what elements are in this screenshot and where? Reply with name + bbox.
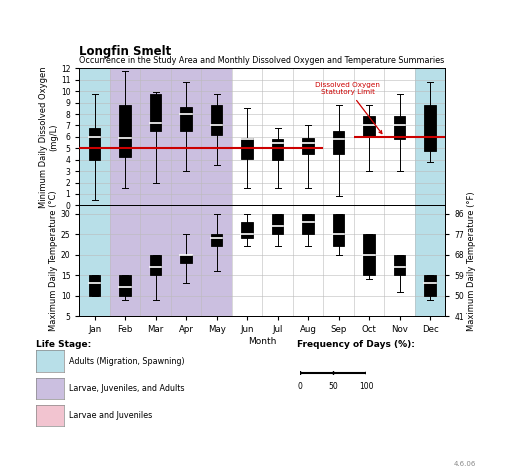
Bar (241, 222, 253, 238)
Bar (324, 68, 354, 205)
Bar (232, 205, 262, 316)
Bar (180, 107, 192, 131)
Bar (211, 105, 222, 135)
Text: 0: 0 (297, 382, 302, 391)
Bar (89, 275, 100, 296)
Bar (180, 255, 192, 263)
Bar (211, 234, 222, 246)
Text: Adults (Migration, Spawning): Adults (Migration, Spawning) (69, 356, 185, 366)
Bar (79, 205, 110, 316)
Text: Larvae, Juveniles, and Adults: Larvae, Juveniles, and Adults (69, 384, 185, 393)
Bar (119, 105, 131, 158)
Text: 4.6.06: 4.6.06 (454, 461, 476, 467)
Bar (354, 68, 385, 205)
Text: Dissolved Oxygen
Statutory Limit: Dissolved Oxygen Statutory Limit (315, 83, 382, 134)
Bar (272, 139, 284, 160)
Bar (354, 205, 385, 316)
Text: Larvae and Juveniles: Larvae and Juveniles (69, 411, 153, 421)
Text: Life Stage:: Life Stage: (36, 340, 91, 349)
Bar (333, 131, 345, 154)
Bar (303, 138, 314, 154)
Bar (415, 205, 445, 316)
Bar (150, 255, 161, 275)
Bar (394, 117, 406, 139)
Bar (232, 68, 262, 205)
Bar (150, 93, 161, 131)
Bar (303, 214, 314, 234)
Bar (333, 214, 345, 246)
Text: Occurrence in the Study Area and Monthly Dissolved Oxygen and Temperature Summar: Occurrence in the Study Area and Monthly… (79, 56, 444, 65)
Bar (272, 214, 284, 234)
Bar (424, 275, 436, 296)
Text: Frequency of Days (%):: Frequency of Days (%): (297, 340, 415, 349)
Bar (364, 234, 375, 275)
Bar (364, 117, 375, 137)
Bar (293, 68, 324, 205)
Bar (394, 255, 406, 275)
Text: 100: 100 (359, 382, 373, 391)
Bar (415, 68, 445, 205)
Bar (79, 68, 110, 205)
Bar (385, 68, 415, 205)
Bar (293, 205, 324, 316)
Bar (89, 128, 100, 160)
Bar (241, 138, 253, 159)
X-axis label: Month: Month (248, 337, 276, 346)
Bar (201, 68, 232, 205)
Bar (119, 275, 131, 296)
Y-axis label: Maximum Daily Temperature (°F): Maximum Daily Temperature (°F) (467, 191, 476, 330)
Bar (171, 68, 201, 205)
Bar (140, 205, 171, 316)
Bar (110, 205, 140, 316)
Y-axis label: Maximum Daily Temperature (°C): Maximum Daily Temperature (°C) (49, 191, 58, 331)
Bar (324, 205, 354, 316)
Bar (385, 205, 415, 316)
Text: Longfin Smelt: Longfin Smelt (79, 44, 172, 58)
Bar (262, 68, 293, 205)
Y-axis label: Minimum Daily Dissolved Oxygen
(mg/L): Minimum Daily Dissolved Oxygen (mg/L) (38, 66, 58, 208)
Bar (201, 205, 232, 316)
Bar (140, 68, 171, 205)
Bar (424, 105, 436, 151)
Bar (110, 68, 140, 205)
Text: 50: 50 (328, 382, 338, 391)
Bar (262, 205, 293, 316)
Bar (171, 205, 201, 316)
